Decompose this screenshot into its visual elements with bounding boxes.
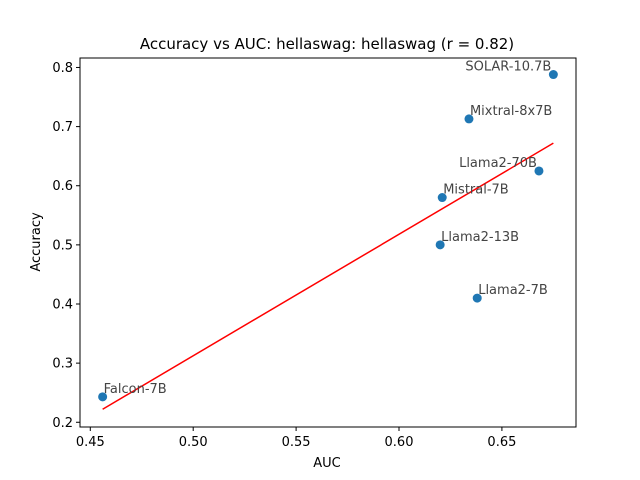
x-tick-label: 0.50 — [179, 435, 208, 450]
data-point — [548, 70, 558, 80]
data-point — [472, 293, 482, 303]
y-axis-label: Accuracy — [29, 212, 44, 272]
axes: 0.45 0.50 0.55 0.60 0.65 0.2 0.3 0.4 0.5 0.6 0.7 0.… — [52, 57, 577, 450]
point-label: Mixtral-8x7B — [470, 104, 552, 119]
data-point — [435, 240, 445, 250]
point-label: Llama2-7B — [478, 283, 548, 298]
x-tick-label: 0.45 — [76, 435, 105, 450]
y-tick-label: 0.4 — [52, 298, 73, 313]
point-labels-group: Falcon-7B Llama2-13B Mistral-7B Mixtral-8x7… — [104, 60, 553, 397]
plot-frame — [79, 57, 577, 428]
data-point — [464, 114, 474, 124]
data-point — [437, 193, 447, 203]
y-tick-label: 0.5 — [52, 238, 73, 253]
chart-title: Accuracy vs AUC: hellaswag: hellaswag (r… — [140, 35, 514, 53]
y-tick-label: 0.7 — [52, 120, 73, 135]
y-tick-label: 0.2 — [52, 416, 73, 431]
y-tick-label: 0.6 — [52, 179, 73, 194]
point-label: Mistral-7B — [443, 183, 509, 198]
regression-line — [102, 142, 554, 410]
x-axis-label: AUC — [313, 456, 341, 471]
y-tick-label: 0.8 — [52, 61, 73, 76]
points-group — [98, 70, 558, 402]
point-label: SOLAR-10.7B — [465, 60, 551, 75]
data-point — [98, 392, 108, 402]
x-tick-label: 0.65 — [487, 435, 516, 450]
x-tick-label: 0.55 — [282, 435, 311, 450]
point-label: Llama2-70B — [459, 156, 537, 171]
point-label: Llama2-13B — [441, 230, 519, 245]
point-label: Falcon-7B — [104, 382, 167, 397]
fit-line-group — [102, 142, 554, 410]
data-point — [534, 166, 544, 176]
x-tick-label: 0.60 — [385, 435, 414, 450]
y-tick-label: 0.3 — [52, 357, 73, 372]
